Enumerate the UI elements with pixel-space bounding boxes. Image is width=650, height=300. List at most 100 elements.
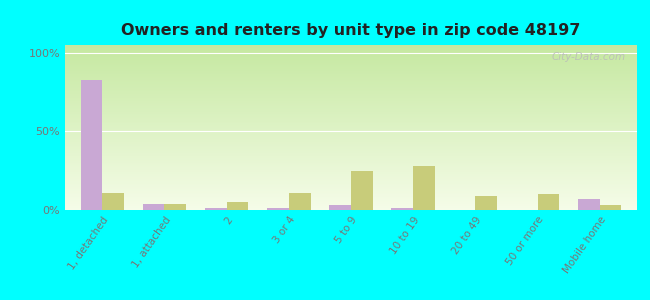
Bar [65,163,637,164]
Bar [538,194,559,210]
Bar [65,89,637,90]
Bar [65,46,637,47]
Bar [65,124,637,125]
Bar [65,99,637,100]
Bar [65,151,637,152]
Bar [164,204,187,210]
Bar [65,158,637,159]
Bar [65,166,637,167]
Bar [65,127,637,128]
Bar [65,101,637,102]
Bar [65,108,637,109]
Bar [65,110,637,111]
Bar [65,170,637,171]
Bar [65,122,637,123]
Bar [65,196,637,197]
Bar [227,202,248,210]
Bar [65,98,637,99]
Bar [65,69,637,70]
Bar [65,187,637,188]
Bar [65,147,637,148]
Bar [330,205,351,210]
Bar [65,112,637,113]
Bar [65,75,637,76]
Bar [65,60,637,61]
Bar [65,88,637,89]
Bar [65,178,637,179]
Bar [65,125,637,126]
Bar [65,200,637,201]
Bar [65,148,637,149]
Bar [65,186,637,187]
Bar [65,90,637,91]
Bar [65,164,637,165]
Bar [65,177,637,178]
Bar [65,73,637,74]
Bar [65,202,637,203]
Bar [102,193,124,210]
Bar [65,160,637,161]
Bar [65,104,637,105]
Bar [65,74,637,75]
Bar [65,97,637,98]
Bar [65,194,637,195]
Bar [65,159,637,160]
Bar [65,142,637,143]
Bar [65,113,637,114]
Bar [65,118,637,119]
Bar [475,196,497,210]
Bar [65,66,637,67]
Bar [289,193,311,210]
Bar [65,197,637,198]
Bar [65,119,637,120]
Bar [65,126,637,127]
Bar [65,144,637,145]
Bar [65,58,637,59]
Bar [65,195,637,196]
Bar [65,115,637,116]
Bar [65,141,637,142]
Bar [65,175,637,176]
Bar [65,81,637,82]
Bar [65,169,637,170]
Bar [65,176,637,177]
Text: City-Data.com: City-Data.com [551,52,625,61]
Bar [65,70,637,71]
Bar [65,80,637,81]
Bar [65,181,637,182]
Bar [65,56,637,57]
Bar [65,87,637,88]
Bar [65,133,637,134]
Bar [143,204,164,210]
Bar [65,192,637,193]
Bar [65,64,637,65]
Bar [65,140,637,141]
Bar [65,169,637,170]
Bar [65,50,637,51]
Bar [65,121,637,122]
Bar [65,55,637,56]
Bar [65,167,637,168]
Bar [65,91,637,92]
Bar [65,100,637,101]
Bar [65,85,637,86]
Bar [65,76,637,77]
Bar [65,52,637,53]
Bar [65,114,637,115]
Bar [65,120,637,121]
Bar [65,109,637,110]
Bar [65,134,637,135]
Bar [65,49,637,50]
Bar [65,205,637,206]
Bar [65,208,637,209]
Bar [65,62,637,63]
Bar [65,160,637,161]
Bar [65,172,637,173]
Bar [351,171,372,210]
Bar [65,171,637,172]
Bar [65,155,637,156]
Bar [65,128,637,129]
Bar [65,136,637,137]
Bar [65,180,637,181]
Bar [65,54,637,55]
